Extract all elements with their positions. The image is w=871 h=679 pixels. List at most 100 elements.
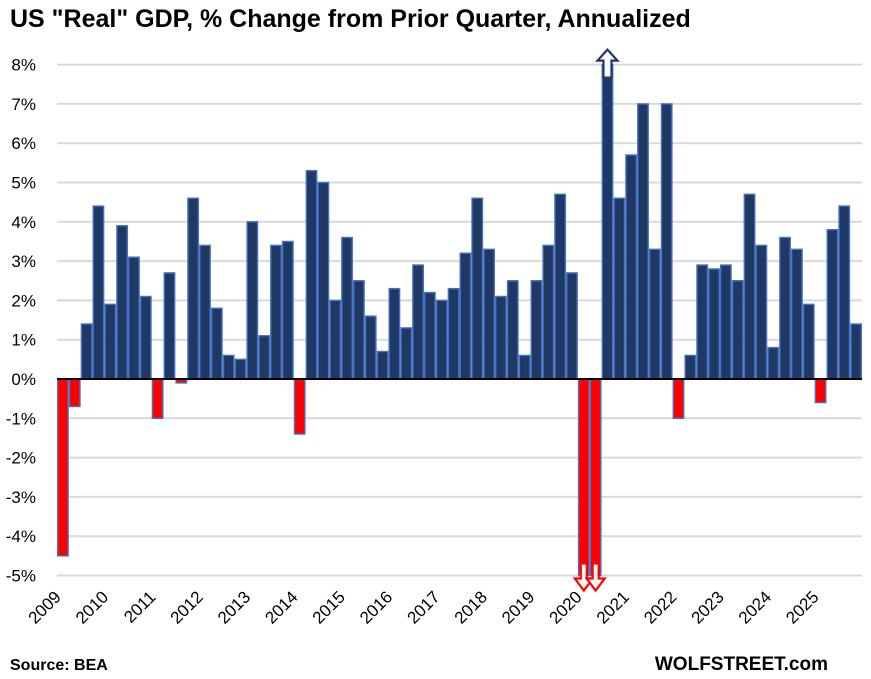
y-tick-label: -2% <box>6 449 36 468</box>
bar-2013Q1 <box>246 221 259 380</box>
bar-2018Q3 <box>506 280 519 380</box>
x-tick-label: 2009 <box>25 587 65 627</box>
bar-2009Q4 <box>92 205 105 380</box>
bar-2018Q1 <box>483 248 496 380</box>
bar-2023Q4 <box>755 244 768 380</box>
bar-2020Q4 <box>613 197 626 380</box>
y-tick-label: 0% <box>11 370 36 389</box>
y-tick-label: 1% <box>11 331 36 350</box>
bar-2012Q4 <box>234 358 247 380</box>
bar-2016Q4 <box>423 291 436 380</box>
bar-2009Q3 <box>80 323 93 380</box>
bar-2023Q1 <box>719 264 732 380</box>
bar-2025Q4 <box>850 323 862 380</box>
x-tick-label: 2018 <box>451 587 491 627</box>
x-tick-label: 2024 <box>735 587 775 627</box>
x-tick-label: 2010 <box>72 587 112 627</box>
bar-2019Q4 <box>566 272 578 380</box>
x-tick-label: 2011 <box>120 587 159 626</box>
bar-2023Q3 <box>743 193 756 380</box>
bar-2024Q4 <box>802 303 815 380</box>
bar-2010Q1 <box>104 303 117 380</box>
bar-2024Q1 <box>767 346 780 380</box>
bar-2010Q2 <box>116 225 129 380</box>
y-tick-label: 7% <box>11 95 36 114</box>
bar-2015Q1 <box>341 236 353 380</box>
bar-2021Q4 <box>660 103 673 380</box>
bar-2016Q3 <box>412 264 424 380</box>
y-tick-label: -3% <box>6 488 36 507</box>
y-tick-label: 6% <box>11 134 36 153</box>
bar-2024Q2 <box>779 236 791 380</box>
bar-2015Q4 <box>376 350 389 380</box>
bar-2010Q4 <box>139 295 152 380</box>
bar-2012Q2 <box>210 307 223 380</box>
bar-2014Q1 <box>293 378 306 435</box>
bar-2019Q2 <box>542 244 555 380</box>
bar-2017Q3 <box>459 252 472 380</box>
bar-2014Q2 <box>305 170 318 380</box>
bar-2013Q3 <box>270 244 282 380</box>
bar-2020Q2 <box>589 378 602 577</box>
bar-2017Q1 <box>435 299 448 380</box>
y-tick-label: -5% <box>6 567 36 586</box>
y-tick-label: -4% <box>6 527 36 546</box>
bar-2009Q2 <box>68 378 81 408</box>
y-tick-label: 4% <box>11 213 36 232</box>
bar-2021Q1 <box>625 154 638 380</box>
bar-2018Q2 <box>495 295 507 380</box>
y-tick-label: 5% <box>11 174 36 193</box>
bar-2013Q4 <box>281 240 294 380</box>
x-tick-label: 2019 <box>498 587 538 627</box>
bar-2015Q3 <box>364 315 377 380</box>
bar-2012Q1 <box>199 244 211 380</box>
bar-2013Q2 <box>258 335 271 380</box>
bar-2016Q2 <box>400 327 413 380</box>
bar-2022Q1 <box>672 378 685 419</box>
bar-2020Q3 <box>601 63 614 380</box>
bar-2025Q1 <box>814 378 827 404</box>
bar-2018Q4 <box>518 354 531 380</box>
bar-2023Q2 <box>731 280 744 380</box>
chart-title: US "Real" GDP, % Change from Prior Quart… <box>10 5 691 33</box>
bar-2025Q3 <box>838 205 851 380</box>
x-tick-label: 2015 <box>309 587 349 627</box>
arrow-down-icon <box>572 562 596 593</box>
x-tick-label: 2012 <box>167 587 207 627</box>
bar-2009Q1 <box>57 378 69 557</box>
arrow-down-icon <box>584 562 607 593</box>
y-tick-label: 3% <box>11 252 36 271</box>
bar-2024Q3 <box>790 248 803 380</box>
bar-2011Q4 <box>187 197 200 380</box>
bar-2019Q3 <box>554 193 567 380</box>
source-label: Source: BEA <box>10 657 108 674</box>
x-tick-label: 2021 <box>593 587 633 627</box>
bar-2014Q3 <box>317 181 330 380</box>
x-tick-label: 2017 <box>403 587 443 627</box>
bar-2020Q1 <box>577 378 590 577</box>
bar-2012Q3 <box>222 354 235 380</box>
bar-2017Q2 <box>447 287 460 380</box>
x-tick-label: 2023 <box>688 587 728 627</box>
x-tick-label: 2025 <box>782 587 822 627</box>
y-tick-label: 8% <box>11 56 36 75</box>
bar-2011Q1 <box>151 378 164 419</box>
bar-2016Q1 <box>388 287 401 380</box>
bar-2017Q4 <box>471 197 484 380</box>
brand-label: WOLFSTREET.com <box>655 654 828 675</box>
y-tick-label: 2% <box>11 291 36 310</box>
bar-2021Q2 <box>637 103 649 380</box>
bar-2022Q4 <box>708 268 720 380</box>
bar-2021Q3 <box>648 248 661 380</box>
bar-2022Q2 <box>684 354 697 380</box>
bar-2019Q1 <box>530 280 543 380</box>
bar-2011Q2 <box>163 272 176 380</box>
bar-2025Q2 <box>826 228 839 380</box>
y-tick-label: -1% <box>6 409 36 428</box>
bar-2014Q4 <box>329 299 342 380</box>
bar-2010Q3 <box>128 256 140 380</box>
x-tick-label: 2016 <box>356 587 396 627</box>
x-tick-label: 2022 <box>640 587 680 627</box>
bar-2015Q2 <box>352 280 365 380</box>
